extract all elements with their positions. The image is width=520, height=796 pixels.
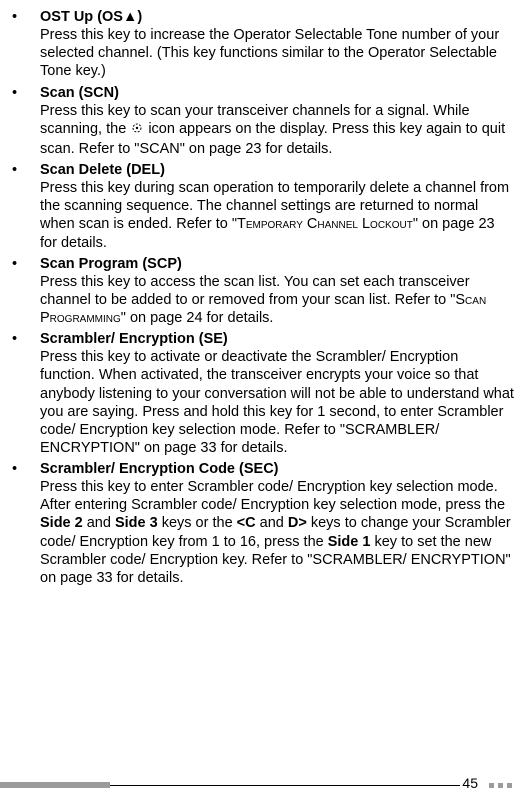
item-body: Press this key to increase the Operator … — [40, 26, 514, 80]
footer-bar — [0, 782, 110, 788]
footer-line — [110, 785, 460, 786]
list-item: • Scan Program (SCP) Press this key to a… — [6, 255, 514, 328]
bold-text: Side 1 — [328, 534, 371, 550]
bold-text: Side 2 — [40, 515, 83, 531]
page-footer: 45 — [0, 772, 520, 790]
item-content: Scrambler/ Encryption Code (SEC) Press t… — [40, 460, 514, 587]
bullet: • — [6, 460, 40, 587]
footer-dot — [498, 783, 503, 788]
item-content: OST Up (OS▲) Press this key to increase … — [40, 8, 514, 81]
list-item: • Scan (SCN) Press this key to scan your… — [6, 84, 514, 159]
item-content: Scan Delete (DEL) Press this key during … — [40, 161, 514, 252]
footer-dot — [489, 783, 494, 788]
body-text: and — [256, 515, 288, 531]
item-content: Scrambler/ Encryption (SE) Press this ke… — [40, 330, 514, 457]
item-body: Press this key during scan operation to … — [40, 179, 514, 252]
item-title: Scan Delete (DEL) — [40, 161, 514, 179]
item-title: Scan (SCN) — [40, 84, 514, 102]
item-content: Scan (SCN) Press this key to scan your t… — [40, 84, 514, 159]
list-item: • Scrambler/ Encryption (SE) Press this … — [6, 330, 514, 457]
bullet: • — [6, 161, 40, 252]
body-text: Press this key to enter Scrambler code/ … — [40, 479, 505, 513]
body-text: " on page 24 for details. — [121, 310, 274, 326]
bullet: • — [6, 255, 40, 328]
list-item: • Scrambler/ Encryption Code (SEC) Press… — [6, 460, 514, 587]
smallcaps-text: Temporary Channel Lockout — [237, 216, 413, 232]
footer-dots — [489, 783, 512, 788]
bold-text: Side 3 — [115, 515, 158, 531]
item-body: Press this key to enter Scrambler code/ … — [40, 478, 514, 587]
bullet: • — [6, 8, 40, 81]
body-text: Press this key to access the scan list. … — [40, 274, 470, 308]
list-item: • OST Up (OS▲) Press this key to increas… — [6, 8, 514, 81]
scan-icon — [130, 121, 144, 140]
bold-text: <C — [237, 515, 256, 531]
footer-dot — [507, 783, 512, 788]
item-body: Press this key to activate or deactivate… — [40, 348, 514, 457]
item-body: Press this key to access the scan list. … — [40, 273, 514, 327]
item-body: Press this key to scan your transceiver … — [40, 102, 514, 158]
item-content: Scan Program (SCP) Press this key to acc… — [40, 255, 514, 328]
bullet: • — [6, 330, 40, 457]
body-text: keys or the — [158, 515, 237, 531]
item-title: Scrambler/ Encryption Code (SEC) — [40, 460, 514, 478]
bullet: • — [6, 84, 40, 159]
page-number: 45 — [462, 775, 478, 793]
item-title: Scrambler/ Encryption (SE) — [40, 330, 514, 348]
list-item: • Scan Delete (DEL) Press this key durin… — [6, 161, 514, 252]
bold-text: D> — [288, 515, 307, 531]
item-title: Scan Program (SCP) — [40, 255, 514, 273]
item-title: OST Up (OS▲) — [40, 8, 514, 26]
body-text: and — [83, 515, 115, 531]
page: • OST Up (OS▲) Press this key to increas… — [0, 0, 520, 796]
